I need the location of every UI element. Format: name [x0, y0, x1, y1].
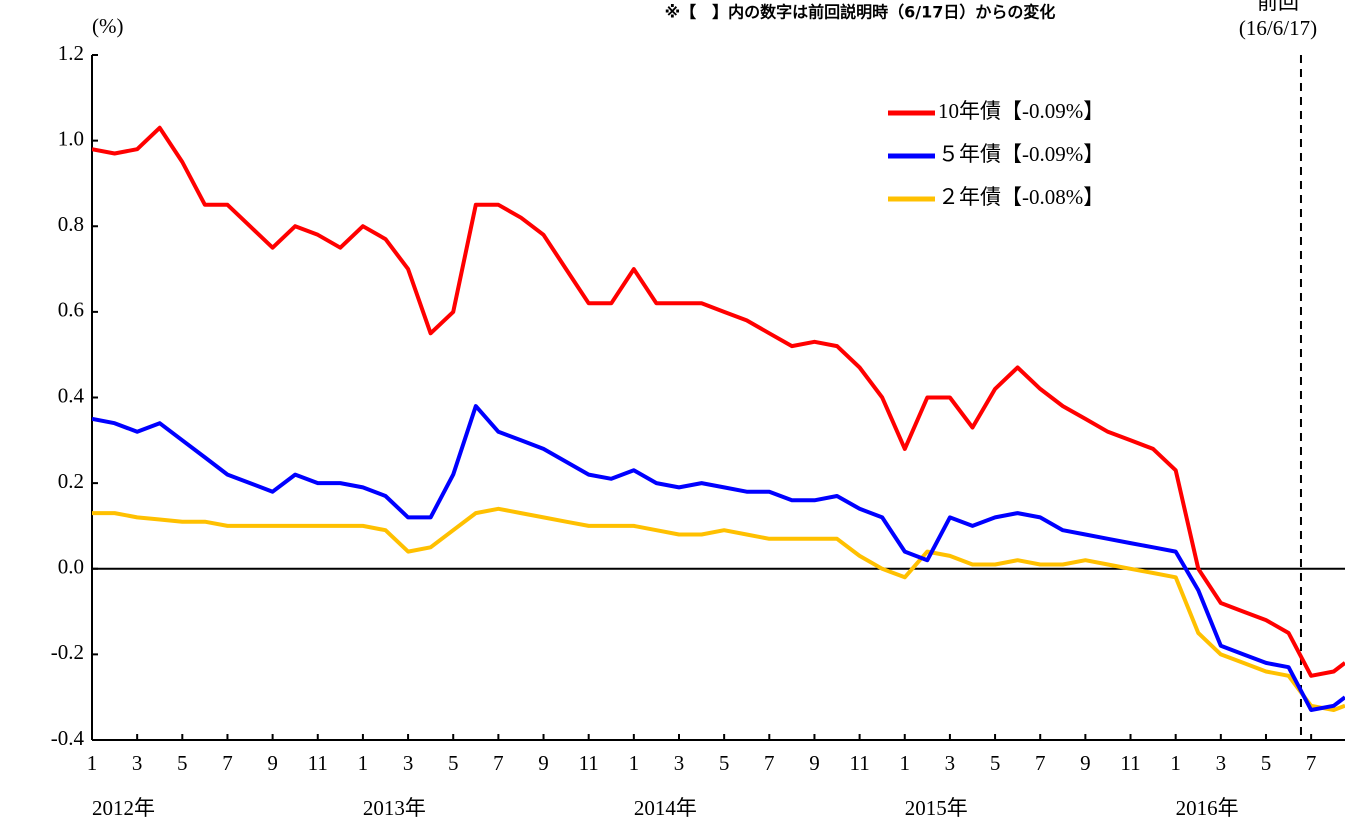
x-tick-label: 1: [1170, 751, 1181, 775]
series-line: [92, 404, 1345, 712]
x-tick-label: 1: [629, 751, 640, 775]
x-tick-label: 1: [87, 751, 98, 775]
x-tick-label: 1: [900, 751, 911, 775]
year-label: 2013年: [363, 796, 426, 820]
y-axis-label: (%): [92, 14, 123, 38]
year-label: 2015年: [905, 796, 968, 820]
legend-label: ５年債【-0.09%】: [938, 142, 1104, 166]
year-label: 2016年: [1176, 796, 1239, 820]
year-label: 2014年: [634, 796, 697, 820]
y-tick-label: 0.6: [58, 298, 84, 322]
y-tick-label: 0.4: [58, 383, 85, 407]
x-tick-label: 3: [674, 751, 685, 775]
reference-sublabel: (16/6/17): [1239, 16, 1317, 40]
year-label: 2012年: [92, 796, 155, 820]
x-tick-label: 3: [403, 751, 414, 775]
x-tick-label: 5: [719, 751, 730, 775]
x-tick-label: 9: [809, 751, 820, 775]
legend-label: ２年債【-0.08%】: [938, 185, 1104, 209]
y-tick-label: 1.2: [58, 41, 84, 65]
x-tick-label: 11: [849, 751, 869, 775]
x-tick-label: 11: [308, 751, 328, 775]
x-tick-label: 5: [177, 751, 188, 775]
x-tick-label: 11: [579, 751, 599, 775]
x-tick-label: 5: [990, 751, 1001, 775]
x-tick-label: 7: [764, 751, 775, 775]
y-tick-label: 0.2: [58, 469, 84, 493]
note: ※【 】内の数字は前回説明時（6/17日）からの変化: [665, 3, 1056, 22]
series-line: [92, 506, 1345, 712]
legend-label: 10年債【-0.09%】: [938, 99, 1104, 123]
x-tick-label: 7: [222, 751, 233, 775]
plot-area: [92, 125, 1345, 712]
x-tick-label: 5: [448, 751, 459, 775]
x-tick-label: 1: [358, 751, 369, 775]
x-tick-label: 7: [1035, 751, 1046, 775]
reference-label: 前回: [1257, 0, 1299, 14]
x-tick-label: 7: [493, 751, 504, 775]
y-tick-label: -0.2: [51, 640, 84, 664]
y-tick-label: 0.0: [58, 555, 84, 579]
x-tick-label: 3: [132, 751, 143, 775]
x-tick-label: 5: [1261, 751, 1272, 775]
y-tick-label: 0.8: [58, 212, 84, 236]
y-tick-label: 1.0: [58, 126, 84, 150]
x-tick-label: 9: [267, 751, 278, 775]
x-tick-label: 9: [538, 751, 549, 775]
x-tick-label: 3: [945, 751, 956, 775]
y-tick-label: -0.4: [51, 726, 85, 750]
x-tick-label: 7: [1306, 751, 1317, 775]
x-tick-label: 11: [1120, 751, 1140, 775]
series-line: [92, 125, 1345, 678]
x-tick-label: 9: [1080, 751, 1091, 775]
x-tick-label: 3: [1216, 751, 1227, 775]
